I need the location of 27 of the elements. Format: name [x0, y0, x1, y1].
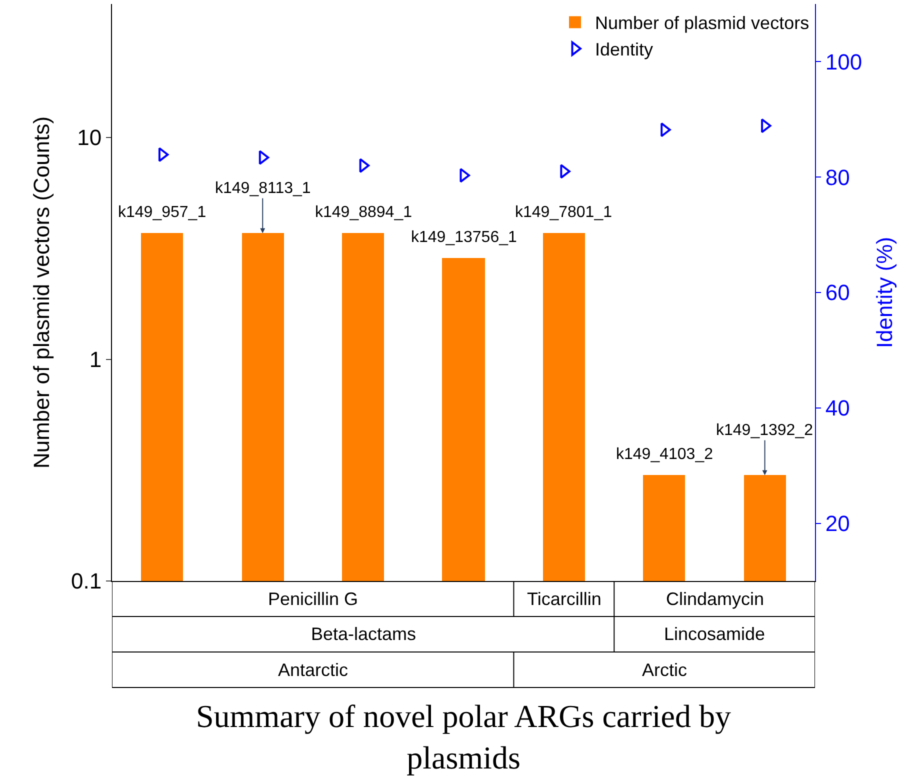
legend-label: Number of plasmid vectors — [595, 13, 810, 34]
annotation: k149_957_1 — [118, 204, 206, 221]
y2-tick-label: 100 — [825, 49, 862, 74]
y-tick-label: 10 — [77, 125, 102, 150]
y-tick-label: 1 — [89, 346, 102, 372]
text: Antarctic — [278, 660, 348, 680]
text: Ticarcillin — [527, 589, 602, 609]
y-tick-label: 0.1 — [71, 568, 102, 594]
text: Penicillin G — [268, 589, 358, 609]
annotation: k149_8894_1 — [315, 204, 412, 221]
y2-tick-label: 60 — [825, 280, 850, 306]
annotation: k149_7801_1 — [515, 204, 612, 221]
y2-tick-label: 40 — [825, 396, 850, 421]
text: Beta-lactams — [311, 624, 416, 644]
y2-tick-label: 20 — [825, 511, 850, 536]
text: Arctic — [642, 660, 687, 680]
annotation: k149_4103_2 — [616, 446, 714, 463]
text: Clindamycin — [666, 589, 764, 609]
annotation: k149_13756_1 — [411, 229, 517, 246]
y2-axis-title: Identity (%) — [872, 236, 898, 348]
y2-tick-label: 80 — [825, 164, 850, 190]
x-axis-title: Summary of novel polar ARGs carried by plasmids — [196, 698, 731, 776]
legend-label: Identity — [595, 40, 654, 60]
text: Lincosamide — [664, 624, 766, 644]
y-axis-title: Number of plasmid vectors (Counts) — [28, 116, 54, 469]
annotation: k149_1392_2 — [716, 422, 814, 439]
annotation: k149_8113_1 — [215, 180, 311, 197]
